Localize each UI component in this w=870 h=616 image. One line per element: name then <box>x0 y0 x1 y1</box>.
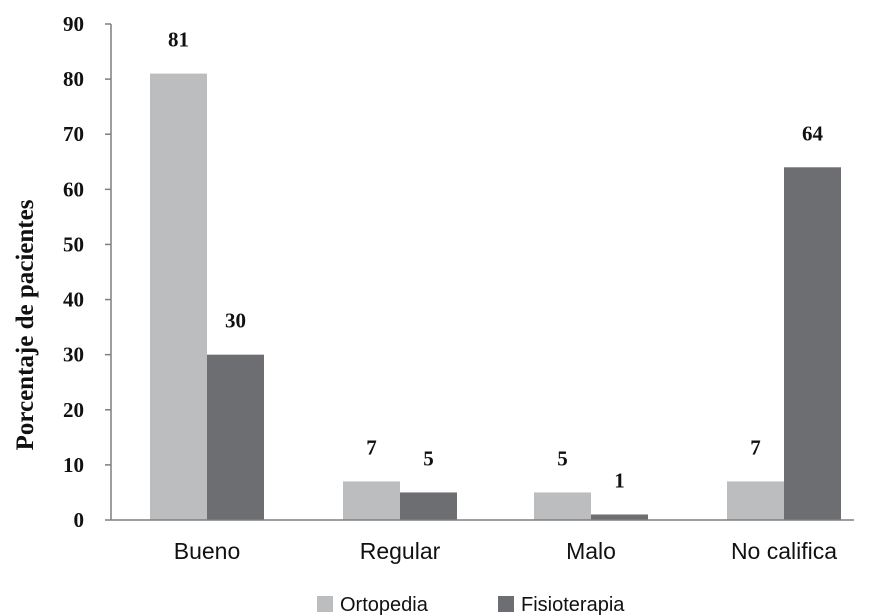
bar-ortopedia-malo <box>534 492 591 520</box>
y-tick-label: 80 <box>63 67 84 91</box>
bar-fisioterapia-bueno <box>207 354 264 520</box>
bars-layer <box>150 73 841 521</box>
y-tick-label: 0 <box>74 508 85 532</box>
x-tick-label: Regular <box>360 538 441 564</box>
y-tick-label: 50 <box>63 232 84 256</box>
bar-ortopedia-no-califica <box>727 481 784 520</box>
legend-label-ortopedia: Ortopedia <box>340 594 429 616</box>
bar-fisioterapia-regular <box>400 492 457 520</box>
legend-label-fisioterapia: Fisioterapia <box>521 594 625 616</box>
data-label: 1 <box>614 468 625 492</box>
y-axis-title: Porcentaje de pacientes <box>12 199 39 450</box>
bar-fisioterapia-malo <box>591 514 648 520</box>
data-label: 7 <box>750 435 761 459</box>
y-tick-label: 10 <box>63 453 84 477</box>
data-label: 64 <box>802 121 824 145</box>
axes-layer: Bueno Regular Malo No califica 0 10 20 30 40 50 60… <box>63 12 854 564</box>
y-tick-label: 20 <box>63 398 84 422</box>
x-tick-label: No califica <box>731 538 837 564</box>
legend-swatch-ortopedia <box>317 596 333 612</box>
bar-ortopedia-bueno <box>150 73 207 520</box>
data-label: 5 <box>423 446 434 470</box>
legend: Ortopedia Fisioterapia <box>317 594 625 616</box>
y-tick-label: 60 <box>63 177 84 201</box>
bar-fisioterapia-no-califica <box>784 167 841 521</box>
x-tick-label: Bueno <box>174 538 241 564</box>
data-labels-layer: 81 30 7 5 5 1 7 64 <box>168 28 824 493</box>
legend-swatch-fisioterapia <box>498 596 514 612</box>
bar-ortopedia-regular <box>343 481 400 520</box>
y-axis-title-group: Porcentaje de pacientes <box>12 199 39 450</box>
y-tick-label: 70 <box>63 122 84 146</box>
y-tick-label: 40 <box>63 288 84 312</box>
y-tick-label: 30 <box>63 343 84 367</box>
data-label: 5 <box>557 446 568 470</box>
y-tick-label: 90 <box>63 12 84 36</box>
data-label: 30 <box>225 309 246 333</box>
x-tick-label: Malo <box>566 538 616 564</box>
data-label: 81 <box>168 28 189 52</box>
data-label: 7 <box>366 435 377 459</box>
